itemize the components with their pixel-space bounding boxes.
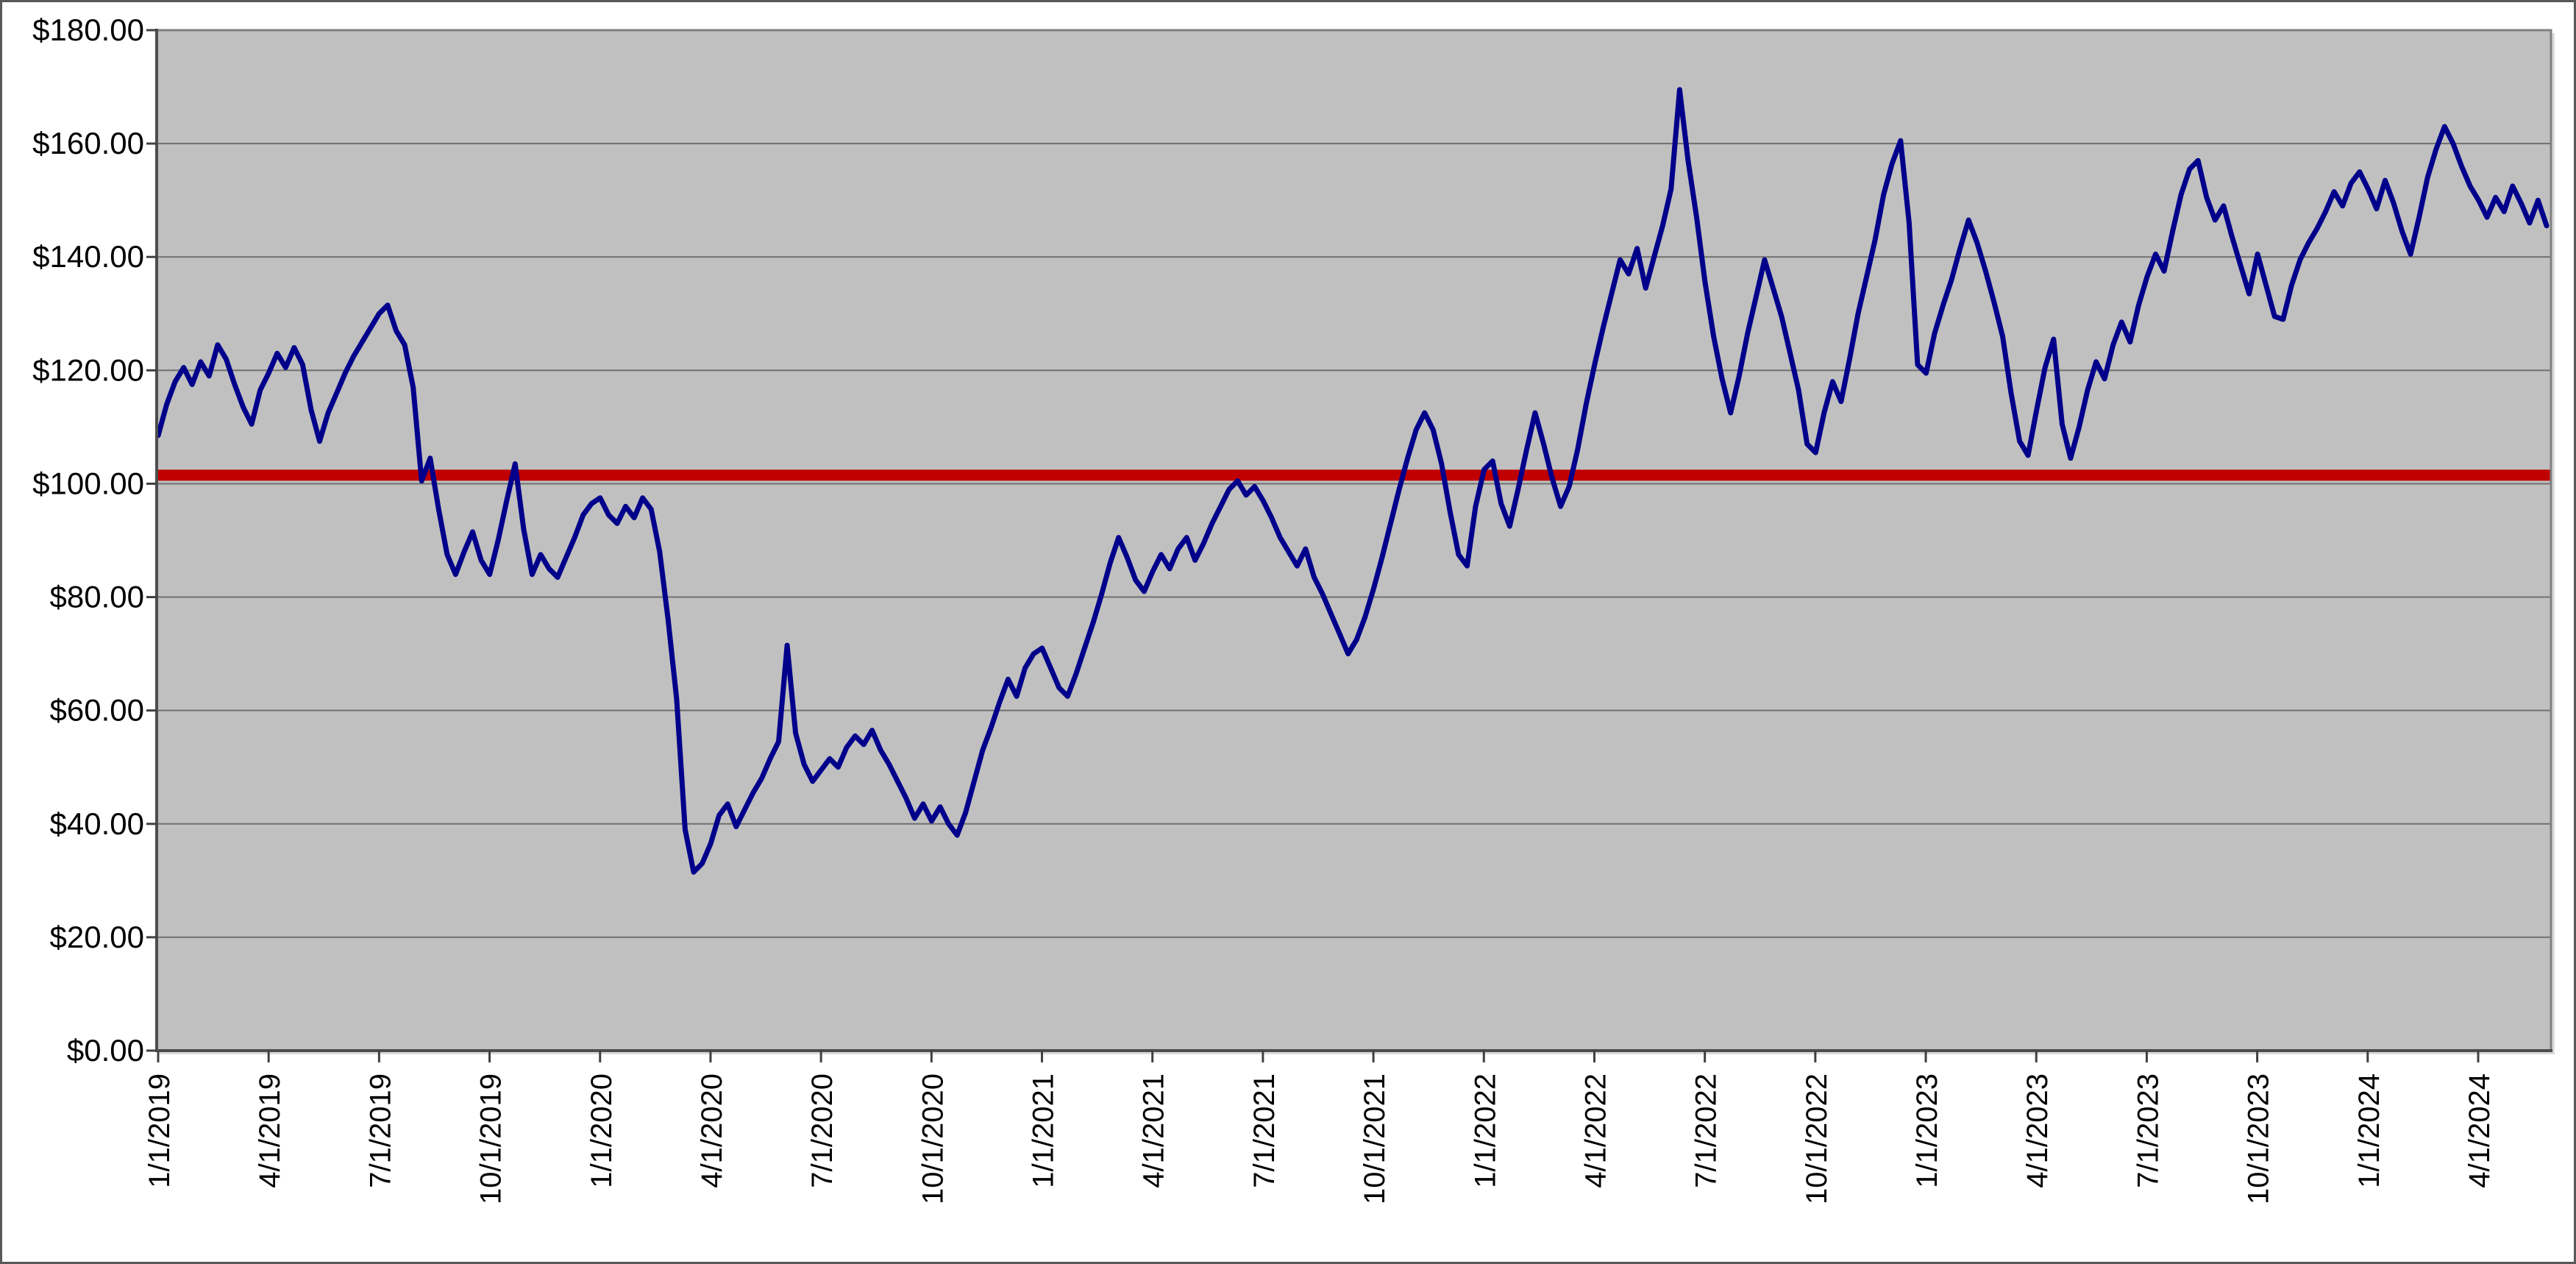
y-axis-tick-label: $20.00 <box>50 920 144 954</box>
y-axis-tick-label: $40.00 <box>50 806 144 841</box>
y-axis-tick-label: $120.00 <box>32 352 144 387</box>
x-axis-tick-label: 4/1/2023 <box>2021 1073 2054 1188</box>
y-axis-labels: $0.00 $20.00 $40.00 $60.00 $80.00 $100.00 $120… <box>32 13 144 1068</box>
x-axis-tick-label: 1/1/2024 <box>2353 1073 2385 1188</box>
price-line-series <box>155 87 2550 875</box>
y-axis-tick-label: $0.00 <box>67 1033 144 1068</box>
x-axis-tick-label: 4/1/2021 <box>1138 1073 1170 1188</box>
x-axis-tick-label: 10/1/2020 <box>917 1073 949 1204</box>
plot-area <box>157 30 2551 1051</box>
y-axis-tick-label: $80.00 <box>50 580 144 614</box>
x-axis-tick-label: 1/1/2023 <box>1911 1073 1943 1188</box>
price-line-layer <box>155 87 2550 875</box>
x-axis-tick-label: 4/1/2020 <box>696 1073 728 1188</box>
x-axis-tick-label: 4/1/2024 <box>2463 1073 2496 1188</box>
x-axis-tick-label: 7/1/2019 <box>364 1073 396 1188</box>
horizontal-gridlines <box>157 143 2551 938</box>
x-axis-tick-label: 1/1/2019 <box>143 1073 176 1188</box>
x-axis-tick-label: 1/1/2020 <box>586 1073 618 1188</box>
x-axis-tick-label: 10/1/2022 <box>1801 1073 1833 1204</box>
y-axis-tick-label: $160.00 <box>32 126 144 160</box>
y-axis-ticks <box>146 29 157 1052</box>
x-axis-ticks <box>157 1051 2480 1062</box>
x-axis-tick-label: 4/1/2022 <box>1579 1073 1612 1188</box>
x-axis-tick-label: 1/1/2022 <box>1469 1073 1501 1188</box>
x-axis-tick-label: 1/1/2021 <box>1028 1073 1060 1188</box>
x-axis-tick-label: 7/1/2023 <box>2132 1073 2164 1188</box>
x-axis-tick-label: 7/1/2020 <box>806 1073 839 1188</box>
x-axis-tick-label: 4/1/2019 <box>254 1073 286 1188</box>
y-axis-tick-label: $60.00 <box>50 693 144 728</box>
x-axis-tick-label: 7/1/2022 <box>1690 1073 1723 1188</box>
y-axis-tick-label: $180.00 <box>32 13 144 47</box>
x-axis-labels: 1/1/2019 4/1/2019 7/1/2019 10/1/2019 1/1/202… <box>143 1073 2496 1204</box>
x-axis-tick-label: 10/1/2019 <box>475 1073 508 1204</box>
y-axis-tick-label: $140.00 <box>32 239 144 274</box>
x-axis-tick-label: 7/1/2021 <box>1248 1073 1281 1188</box>
x-axis-tick-label: 10/1/2023 <box>2243 1073 2275 1204</box>
y-axis-tick-label: $100.00 <box>32 466 144 500</box>
x-axis-tick-label: 10/1/2021 <box>1359 1073 1391 1204</box>
